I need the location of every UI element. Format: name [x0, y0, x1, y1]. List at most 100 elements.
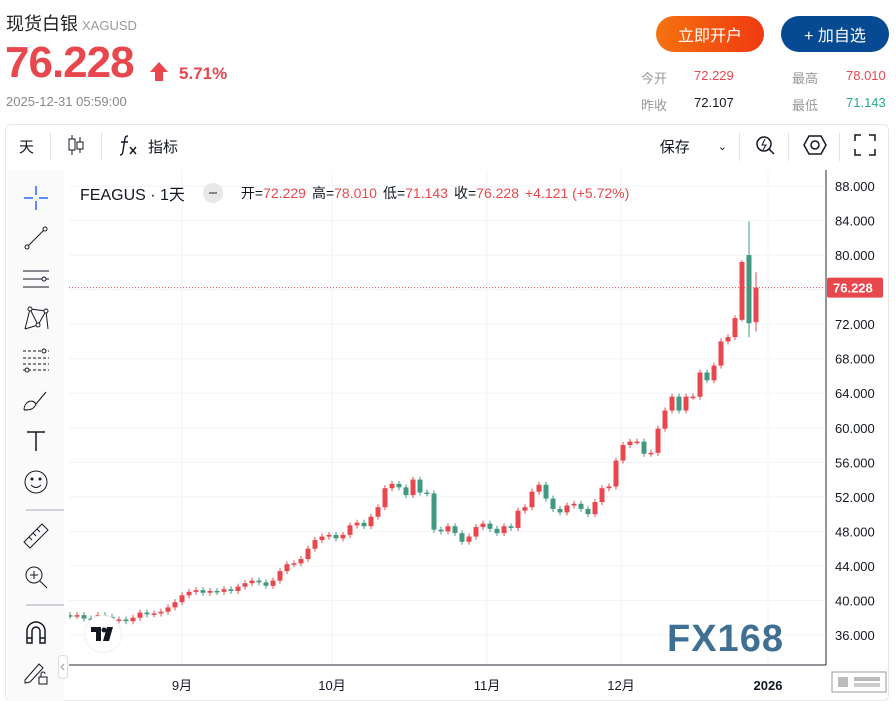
candle	[347, 522, 353, 538]
y-tick-label: 68.000	[835, 352, 875, 367]
candle	[158, 608, 164, 617]
sino-sound-logo	[830, 670, 888, 694]
candle	[263, 579, 269, 589]
candle-body	[704, 372, 710, 381]
candle	[536, 481, 542, 495]
save-button[interactable]: 保存	[659, 139, 690, 156]
candle-body	[249, 580, 255, 584]
candle	[655, 425, 661, 456]
candle-body	[641, 441, 647, 454]
candle-body	[319, 536, 325, 541]
candle-body	[347, 525, 353, 535]
chevron-down-icon[interactable]: ⌄	[717, 141, 727, 153]
hide-legend-button[interactable]	[202, 183, 223, 203]
candle-body	[487, 523, 493, 529]
candle-body	[340, 534, 346, 539]
candle	[179, 592, 185, 606]
brush-icon[interactable]	[20, 385, 52, 417]
timestamp: 2025-12-31 05:59:00	[6, 94, 127, 109]
candle-body	[739, 261, 745, 320]
candle-body	[592, 502, 598, 515]
magnet-icon[interactable]	[20, 616, 52, 648]
candle-body	[690, 396, 696, 399]
candle-body	[389, 483, 395, 489]
candle-body	[228, 589, 234, 591]
y-tick-label: 44.000	[835, 559, 875, 574]
candle-body	[137, 612, 143, 618]
settings-hex-icon[interactable]	[803, 134, 827, 160]
candle	[592, 499, 598, 518]
candle	[193, 587, 199, 595]
fullscreen-icon[interactable]	[854, 133, 876, 160]
candlestick-icon[interactable]	[67, 134, 85, 160]
candle	[711, 362, 717, 384]
candle	[599, 485, 605, 506]
candle-body	[382, 488, 388, 508]
candle	[144, 609, 150, 618]
candle	[340, 531, 346, 542]
interval-button[interactable]: 天	[19, 139, 35, 156]
y-tick-label: 40.000	[835, 593, 875, 608]
indicators-button[interactable]: 指标	[148, 139, 179, 156]
lock-draw-icon[interactable]	[20, 656, 52, 688]
change-percent: 5.71%	[179, 64, 228, 83]
candle-body	[396, 483, 402, 488]
candle-body	[270, 580, 276, 586]
candle	[116, 616, 122, 624]
candle-body	[172, 602, 178, 608]
chevron-left-icon	[60, 663, 65, 671]
y-tick-label: 56.000	[835, 455, 875, 470]
candle-body	[361, 522, 367, 527]
candle-body	[165, 607, 171, 612]
high-label: 最高	[792, 71, 819, 86]
candle-body	[746, 255, 752, 324]
current-price: 76.228	[5, 38, 135, 87]
candle-body	[452, 526, 458, 534]
candle	[753, 272, 759, 332]
pattern-icon[interactable]	[20, 303, 52, 335]
candle-body	[522, 507, 528, 511]
zoom-in-icon[interactable]	[20, 561, 52, 593]
candle	[550, 495, 556, 512]
collapse-toolbar-button[interactable]	[58, 655, 68, 679]
y-tick-label: 36.000	[835, 628, 875, 643]
legend-symbol: FEAGUS · 1天	[80, 187, 185, 204]
candle-body	[277, 571, 283, 581]
candle-body	[151, 613, 157, 615]
candle	[326, 531, 332, 540]
price-chart[interactable]: 36.000 40.000 44.000 48.000 52.000 56.000 60.0…	[69, 170, 896, 701]
candle	[508, 523, 514, 531]
candle	[697, 369, 703, 400]
emoji-icon[interactable]	[20, 466, 52, 498]
candle	[564, 502, 570, 516]
candle	[501, 523, 507, 537]
legend-high: 高=78.010	[311, 185, 377, 201]
fx-icon[interactable]	[118, 134, 140, 160]
candle-body	[676, 396, 682, 411]
candle	[333, 531, 339, 542]
candle	[165, 604, 171, 615]
candle-body	[599, 488, 605, 503]
candle-body	[543, 484, 549, 499]
candle-body	[298, 559, 304, 564]
tradingview-logo[interactable]	[84, 615, 122, 653]
add-watchlist-button[interactable]: + 加自选	[781, 16, 889, 52]
ruler-icon[interactable]	[20, 520, 52, 552]
trend-line-icon[interactable]	[20, 222, 52, 254]
legend-close: 收=76.228	[453, 185, 519, 201]
y-tick-label: 64.000	[835, 386, 875, 401]
candle	[606, 483, 612, 492]
candle	[480, 520, 486, 531]
fib-icon[interactable]	[20, 344, 52, 376]
text-icon[interactable]	[20, 425, 52, 457]
candle	[676, 393, 682, 414]
crosshair-icon[interactable]	[20, 182, 52, 214]
prev-close-label: 昨收	[641, 98, 668, 113]
candle	[732, 315, 738, 341]
candle	[242, 580, 248, 590]
quick-search-icon[interactable]	[754, 134, 776, 160]
horizontal-lines-icon[interactable]	[20, 263, 52, 295]
candle-body	[473, 527, 479, 537]
open-account-button[interactable]: 立即开户	[656, 16, 764, 52]
candle	[690, 393, 696, 400]
